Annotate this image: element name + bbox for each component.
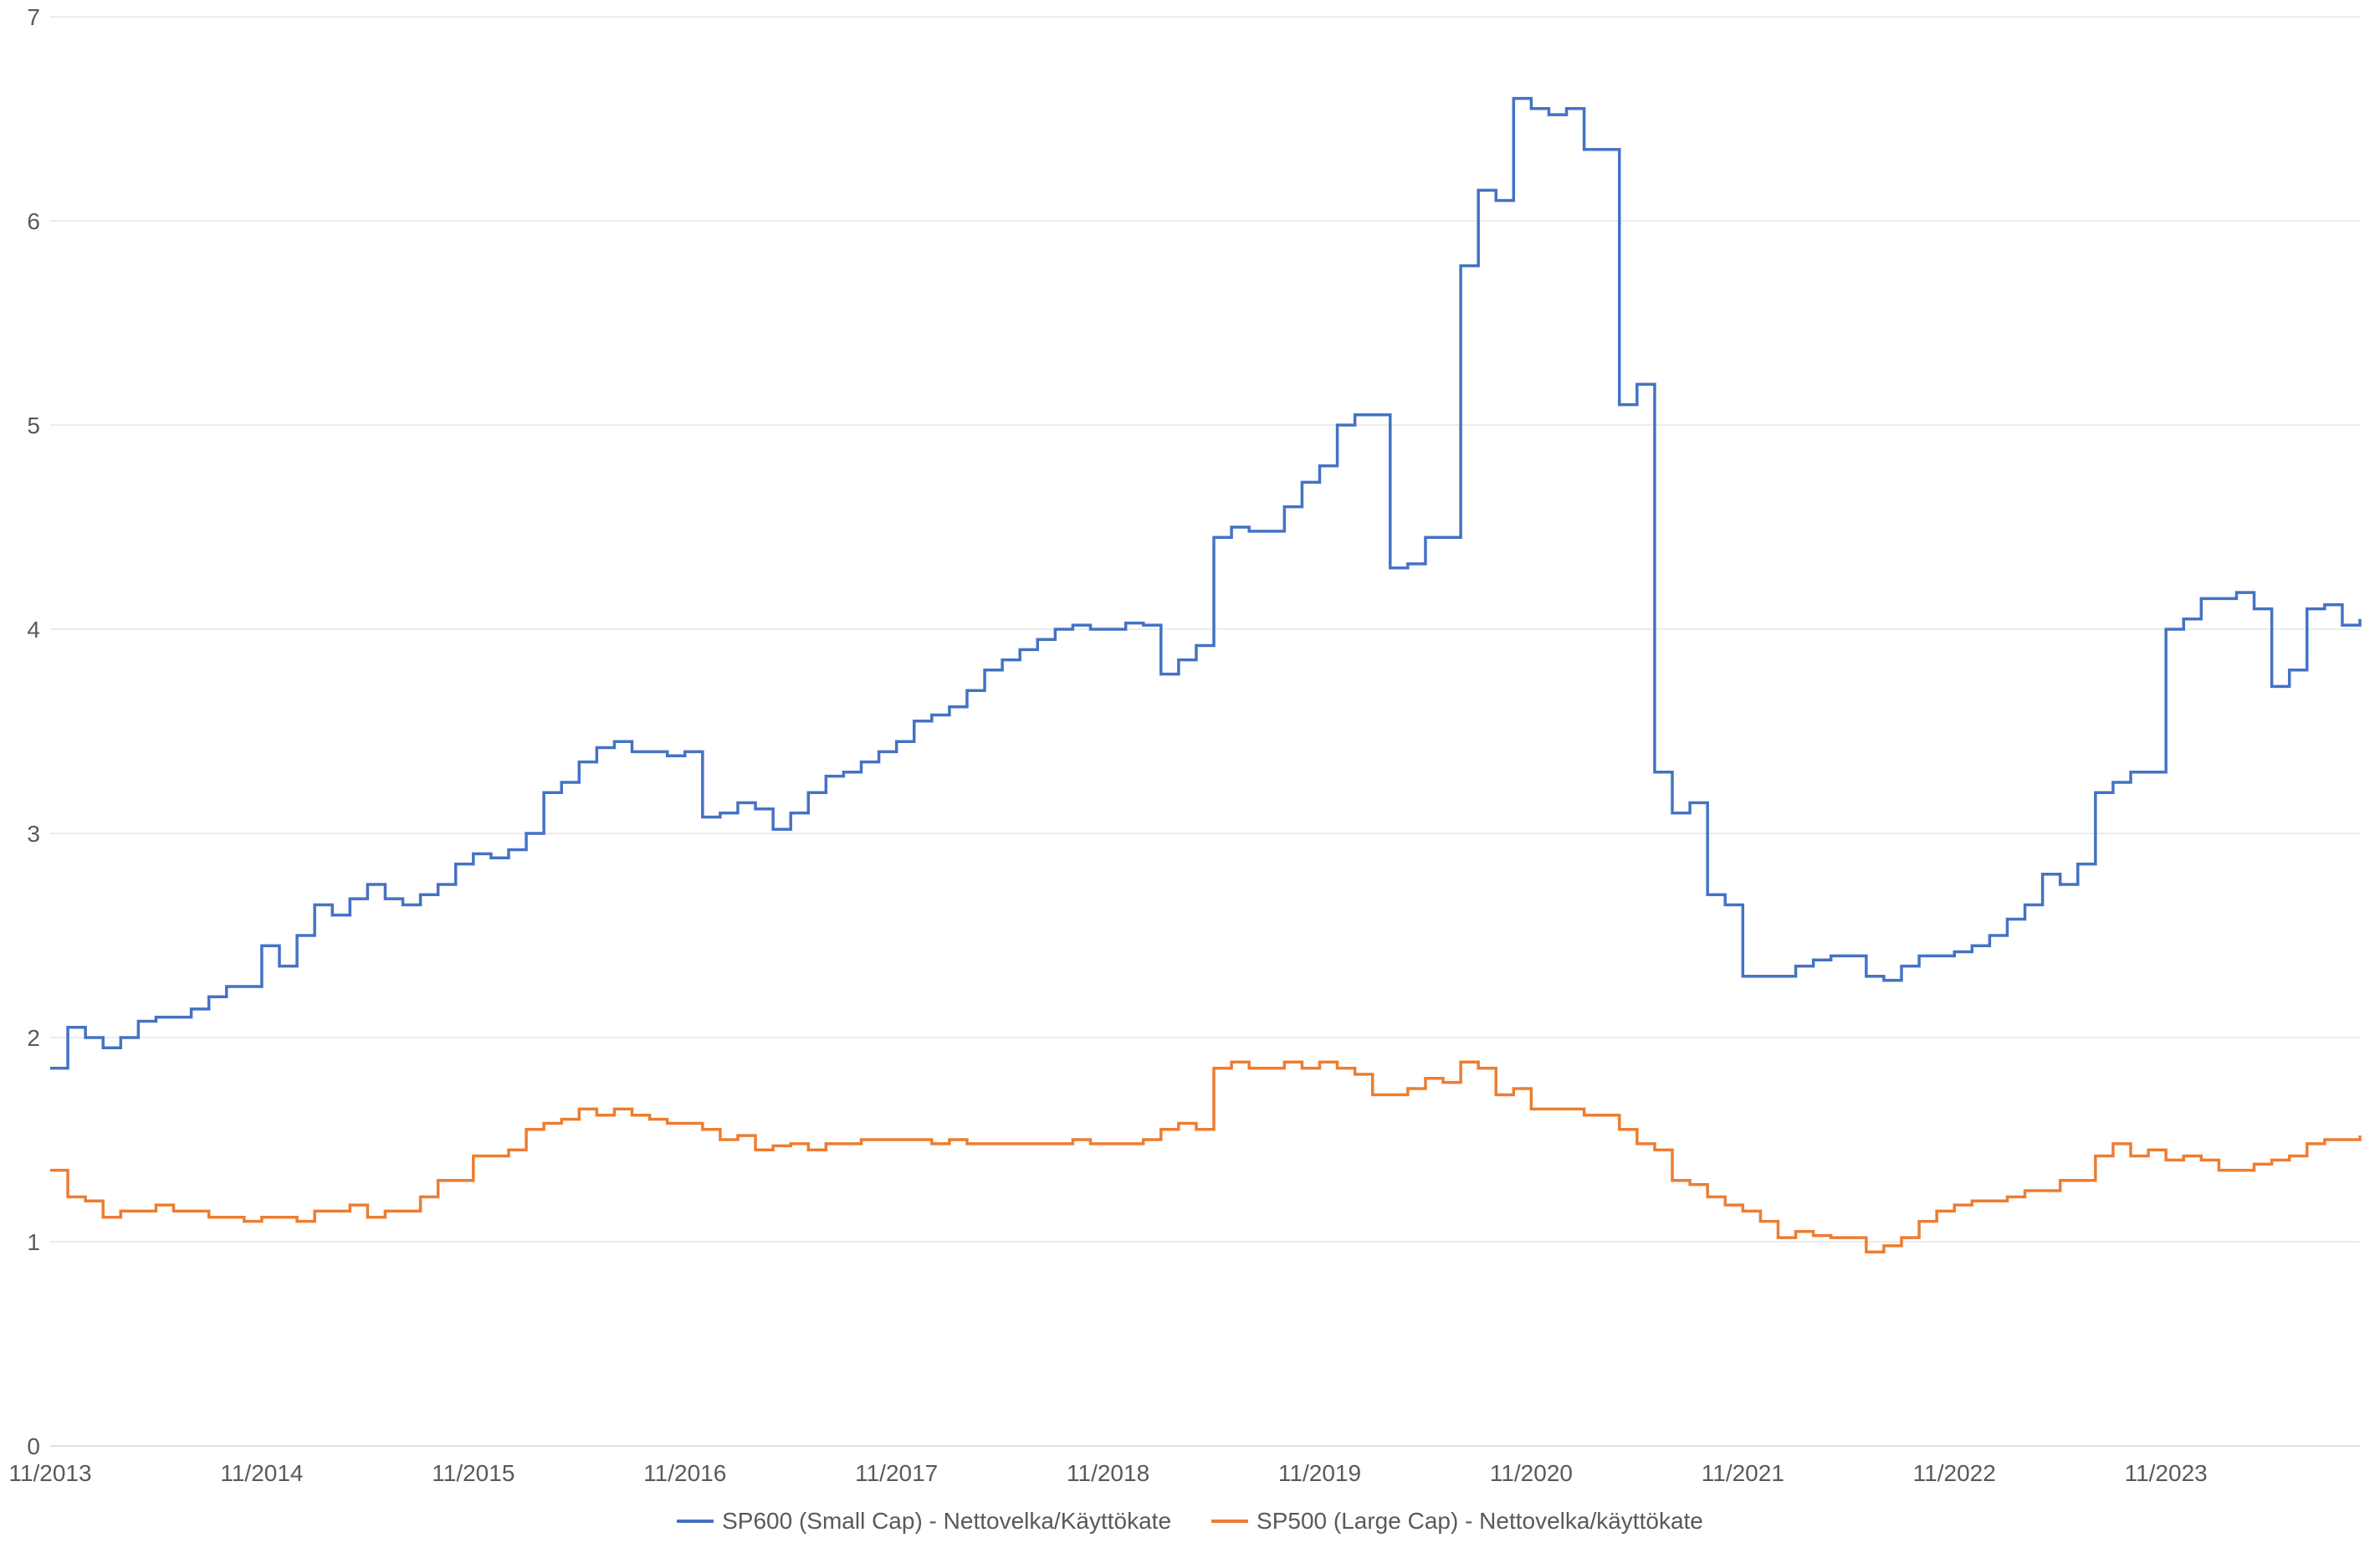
y-tick-label: 5: [27, 413, 40, 438]
legend-item: SP500 (Large Cap) - Nettovelka/käyttökat…: [1211, 1508, 1703, 1535]
x-tick-label: 11/2015: [432, 1460, 514, 1486]
y-tick-label: 2: [27, 1025, 40, 1051]
x-tick-label: 11/2023: [2125, 1460, 2208, 1486]
y-tick-label: 6: [27, 208, 40, 234]
x-tick-label: 11/2014: [220, 1460, 303, 1486]
y-tick-label: 0: [27, 1433, 40, 1459]
plot-area: 0 1 2 3 4 5 6 7 11/2013 11/2014 11/2015 11/2016 11/2…: [0, 0, 2380, 1493]
legend: SP600 (Small Cap) - Nettovelka/Käyttökat…: [0, 1493, 2380, 1553]
x-tick-label: 11/2022: [1913, 1460, 1996, 1486]
x-tick-label: 11/2021: [1702, 1460, 1784, 1486]
x-tick-label: 11/2016: [643, 1460, 726, 1486]
x-tick-label: 11/2018: [1067, 1460, 1149, 1486]
y-tick-label: 4: [27, 617, 40, 643]
legend-swatch: [677, 1520, 714, 1523]
x-tick-label: 11/2013: [8, 1460, 91, 1486]
y-tick-label: 7: [27, 4, 40, 30]
x-tick-label: 11/2017: [855, 1460, 938, 1486]
legend-swatch: [1211, 1520, 1248, 1523]
x-tick-label: 11/2020: [1490, 1460, 1573, 1486]
chart-svg: 0 1 2 3 4 5 6 7 11/2013 11/2014 11/2015 11/2016 11/2…: [0, 0, 2380, 1493]
legend-label: SP500 (Large Cap) - Nettovelka/käyttökat…: [1257, 1508, 1703, 1535]
chart-container: 0 1 2 3 4 5 6 7 11/2013 11/2014 11/2015 11/2016 11/2…: [0, 0, 2380, 1553]
x-tick-label: 11/2019: [1278, 1460, 1361, 1486]
y-tick-label: 1: [27, 1229, 40, 1255]
y-tick-label: 3: [27, 821, 40, 847]
legend-item: SP600 (Small Cap) - Nettovelka/Käyttökat…: [677, 1508, 1171, 1535]
legend-label: SP600 (Small Cap) - Nettovelka/Käyttökat…: [722, 1508, 1171, 1535]
